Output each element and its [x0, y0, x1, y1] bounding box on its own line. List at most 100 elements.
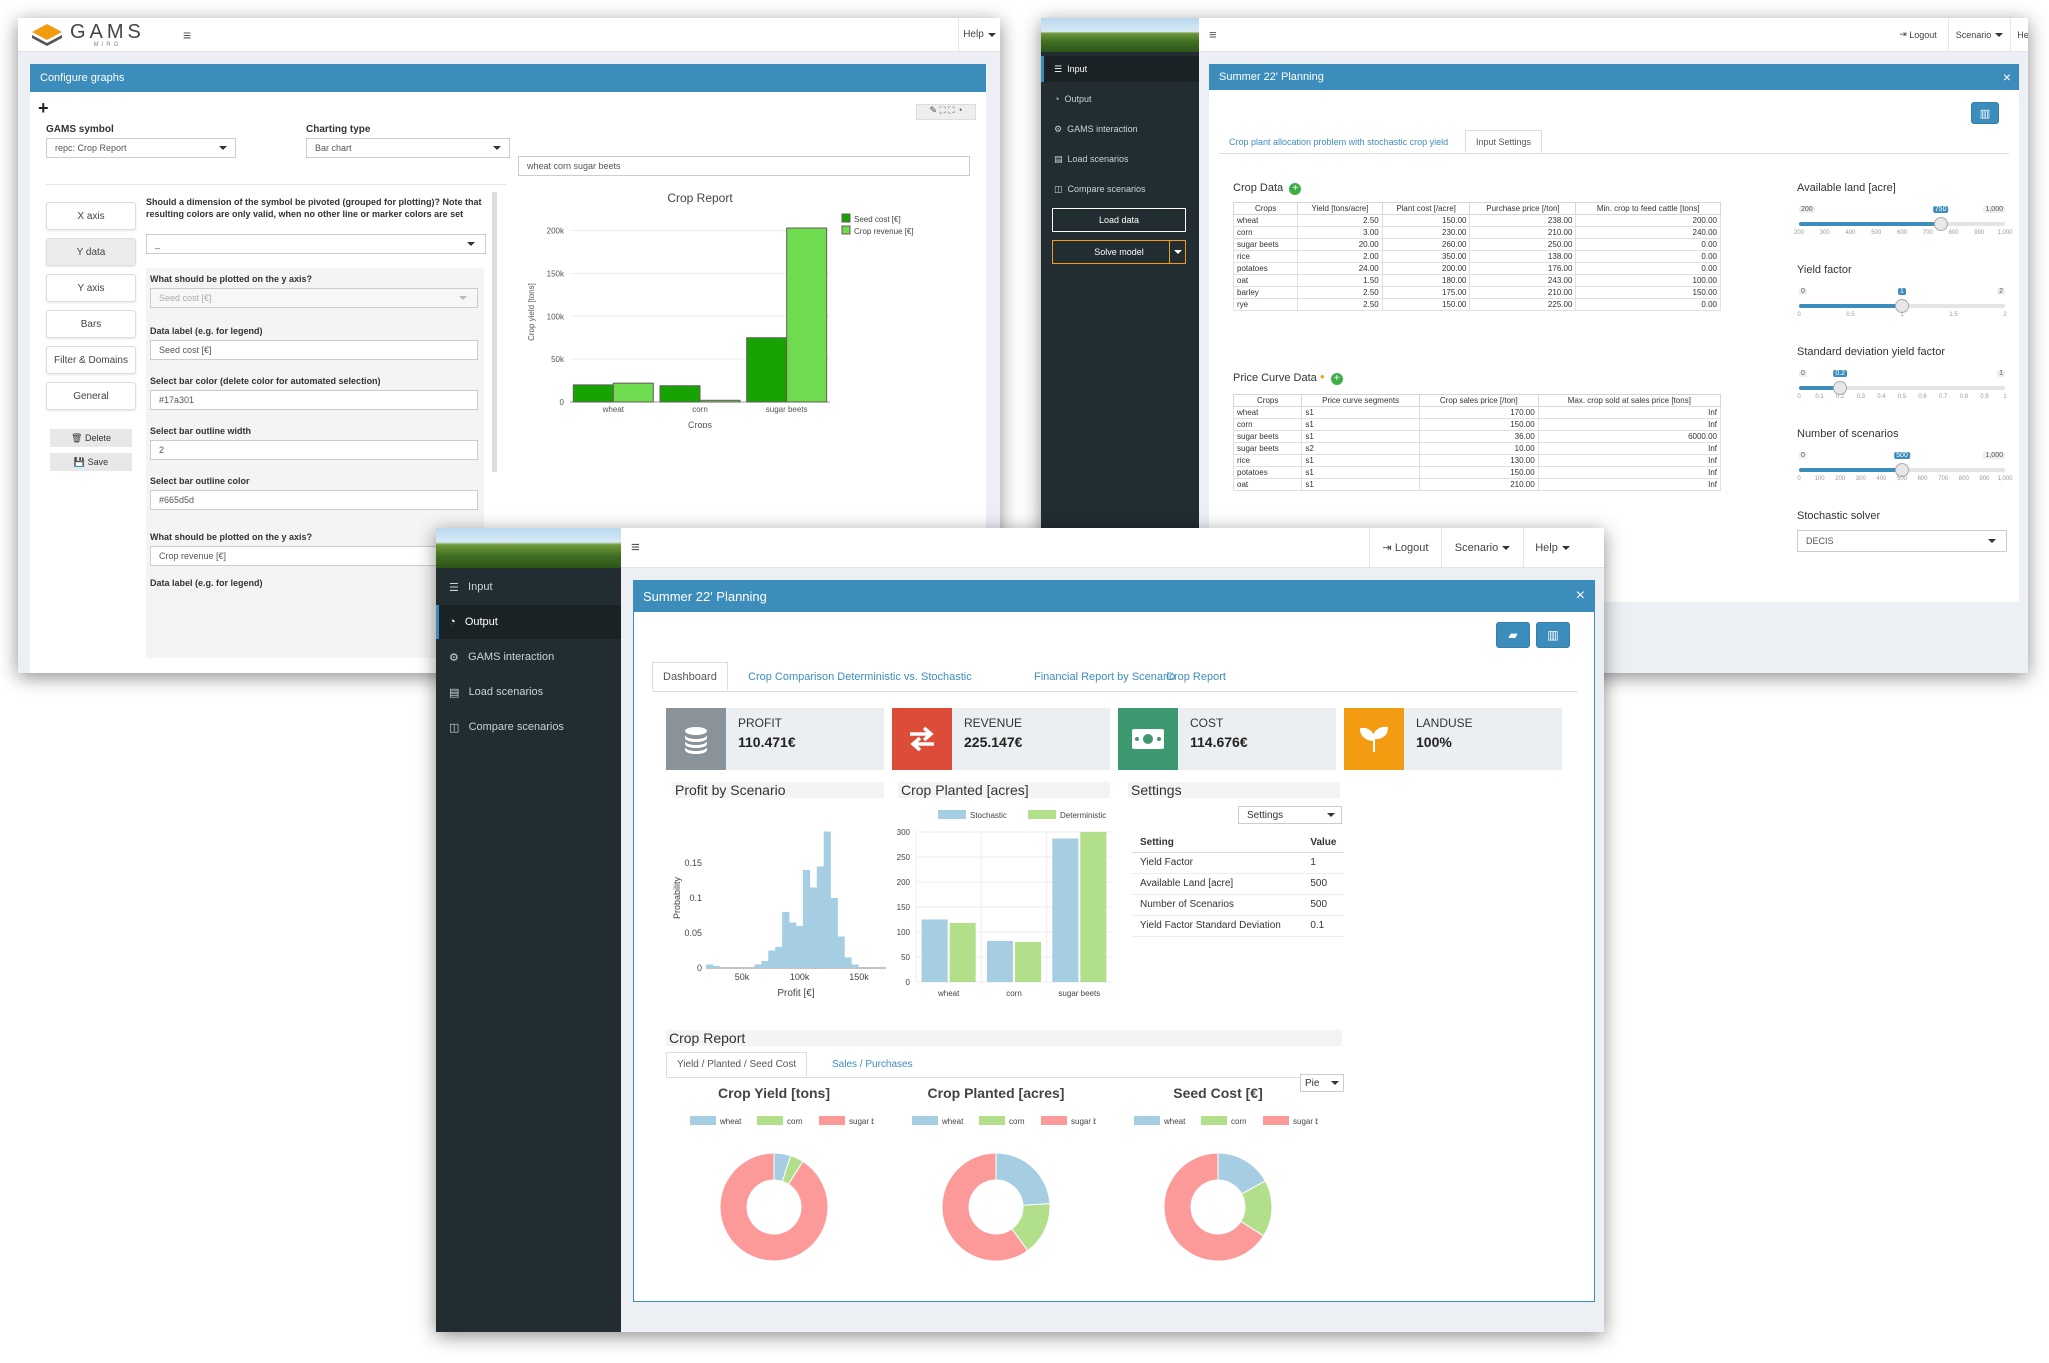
- table-cell[interactable]: rice: [1232, 250, 1299, 263]
- close-icon[interactable]: ×: [1575, 587, 1585, 604]
- column-header[interactable]: Plant cost [/acre]: [1381, 202, 1471, 215]
- sidebar-item-output[interactable]: ◔ Output: [1054, 94, 1092, 104]
- table-cell[interactable]: sugar beets: [1232, 442, 1303, 455]
- scenario-menu[interactable]: Scenario: [1948, 18, 2010, 51]
- open-folder-button[interactable]: ▰: [1496, 622, 1530, 648]
- tab-y-data[interactable]: Y data: [46, 238, 136, 266]
- table-row[interactable]: oat s1 210.00 Inf: [1232, 478, 1722, 491]
- column-header[interactable]: Min. crop to feed cattle [tons]: [1575, 202, 1721, 215]
- save-button[interactable]: 💾 Save: [50, 453, 132, 471]
- table-cell[interactable]: Inf: [1537, 442, 1722, 455]
- scenario-menu[interactable]: Scenario: [1441, 528, 1523, 567]
- table-cell[interactable]: 6000.00: [1537, 430, 1722, 443]
- table-cell[interactable]: s1: [1301, 478, 1420, 491]
- gams-symbol-select[interactable]: repc: Crop Report: [46, 138, 236, 158]
- table-cell[interactable]: 150.00: [1418, 466, 1539, 479]
- table-cell[interactable]: 243.00: [1469, 274, 1577, 287]
- sidebar-item-load-scenarios[interactable]: ▤ Load scenarios: [449, 686, 544, 699]
- filter-tags-input[interactable]: wheat corn sugar beets: [518, 156, 970, 176]
- tab-filter-domains[interactable]: Filter & Domains: [46, 346, 136, 374]
- close-icon[interactable]: ×: [2002, 69, 2011, 85]
- table-cell[interactable]: corn: [1232, 226, 1299, 239]
- yield-factor-slider[interactable]: 0 2 1 0 0.5 1 1.5 2: [1797, 288, 2007, 322]
- table-cell[interactable]: 0.00: [1575, 250, 1721, 263]
- column-header[interactable]: Purchase price [/ton]: [1469, 202, 1577, 215]
- table-cell[interactable]: oat: [1232, 478, 1303, 491]
- pivot-select[interactable]: _: [146, 234, 486, 254]
- table-cell[interactable]: Inf: [1537, 406, 1722, 419]
- sidebar-item-gams-interaction[interactable]: ⚙ GAMS interaction: [449, 651, 555, 664]
- table-row[interactable]: potatoes 24.00 200.00 176.00 0.00: [1232, 262, 1721, 275]
- table-cell[interactable]: wheat: [1232, 406, 1303, 419]
- table-row[interactable]: corn 3.00 230.00 210.00 240.00: [1232, 226, 1721, 239]
- table-cell[interactable]: rice: [1232, 454, 1303, 467]
- table-cell[interactable]: s1: [1301, 406, 1420, 419]
- table-row[interactable]: sugar beets s1 36.00 6000.00: [1232, 430, 1722, 443]
- table-cell[interactable]: 230.00: [1381, 226, 1471, 239]
- table-cell[interactable]: 10.00: [1418, 442, 1539, 455]
- tab-crop-report[interactable]: Crop Report: [1156, 662, 1236, 691]
- table-cell[interactable]: 350.00: [1381, 250, 1471, 263]
- tab-y-axis[interactable]: Y axis: [46, 274, 136, 302]
- table-cell[interactable]: s1: [1301, 418, 1420, 431]
- slider-handle[interactable]: [1895, 299, 1909, 313]
- table-cell[interactable]: 24.00: [1297, 262, 1383, 275]
- table-cell[interactable]: Inf: [1537, 418, 1722, 431]
- solver-select[interactable]: DECIS: [1797, 530, 2007, 552]
- table-cell[interactable]: 210.00: [1418, 478, 1539, 491]
- hamburger-icon[interactable]: ≡: [631, 539, 640, 556]
- tab-x-axis[interactable]: X axis: [46, 202, 136, 230]
- table-cell[interactable]: 176.00: [1469, 262, 1577, 275]
- table-row[interactable]: rice s1 130.00 Inf: [1232, 454, 1722, 467]
- num-scenarios-slider[interactable]: 0 1,000 500 0 100 200 300 400 500 600 700 800 900 1,0…: [1797, 452, 2013, 486]
- table-cell[interactable]: 2.50: [1297, 298, 1383, 311]
- table-cell[interactable]: 0.00: [1575, 298, 1721, 311]
- table-row[interactable]: potatoes s1 150.00 Inf: [1232, 466, 1722, 479]
- y-data-select[interactable]: Seed cost [€]: [150, 288, 478, 308]
- logout-button[interactable]: ⇥ Logout: [1369, 528, 1441, 567]
- table-cell[interactable]: sugar beets: [1232, 430, 1303, 443]
- table-cell[interactable]: 250.00: [1469, 238, 1577, 251]
- table-row[interactable]: rice 2.00 350.00 138.00 0.00: [1232, 250, 1721, 263]
- load-data-button[interactable]: Load data: [1052, 208, 1186, 232]
- table-cell[interactable]: potatoes: [1232, 466, 1303, 479]
- table-cell[interactable]: 138.00: [1469, 250, 1577, 263]
- add-icon[interactable]: +: [38, 98, 49, 118]
- available-land-slider[interactable]: 200 1,000 750 200 300 400 500 600 700 800 900 1,000: [1794, 206, 2013, 240]
- hamburger-icon[interactable]: ≡: [183, 27, 192, 43]
- tab-general[interactable]: General: [46, 382, 136, 410]
- table-cell[interactable]: 210.00: [1469, 226, 1577, 239]
- sidebar-item-output[interactable]: ◔ Output: [436, 605, 621, 639]
- sidebar-item-gams-interaction[interactable]: ⚙ GAMS interaction: [1054, 123, 1138, 135]
- table-row[interactable]: wheat s1 170.00 Inf: [1232, 406, 1722, 419]
- table-cell[interactable]: 210.00: [1469, 286, 1577, 299]
- table-cell[interactable]: Inf: [1537, 478, 1722, 491]
- table-row[interactable]: rye 2.50 150.00 225.00 0.00: [1232, 298, 1721, 311]
- sidebar-item-compare-scenarios[interactable]: ◫ Compare scenarios: [449, 721, 564, 734]
- table-cell[interactable]: potatoes: [1232, 262, 1299, 275]
- column-header[interactable]: Max. crop sold at sales price [tons]: [1537, 394, 1722, 407]
- slider-handle[interactable]: [1895, 463, 1909, 477]
- table-cell[interactable]: 20.00: [1297, 238, 1383, 251]
- std-dev-slider[interactable]: 0 1 0.2 0 0.1 0.2 0.3 0.4 0.5 0.6 0.7 0.8 0.9 1: [1797, 370, 2007, 404]
- table-cell[interactable]: 36.00: [1418, 430, 1539, 443]
- y-data-select-2[interactable]: Crop revenue [€]: [150, 546, 478, 566]
- table-cell[interactable]: 3.00: [1297, 226, 1383, 239]
- table-row[interactable]: sugar beets 20.00 260.00 250.00 0.00: [1232, 238, 1721, 251]
- table-cell[interactable]: 2.50: [1297, 214, 1383, 227]
- sidebar-item-compare-scenarios[interactable]: ◫ Compare scenarios: [1054, 183, 1146, 195]
- delete-button[interactable]: 🗑 Delete: [50, 429, 132, 447]
- outline-width-input[interactable]: 2: [150, 440, 478, 460]
- column-header[interactable]: Crop sales price [/ton]: [1418, 394, 1539, 407]
- table-cell[interactable]: 200.00: [1381, 262, 1471, 275]
- sidebar-item-input[interactable]: ☰ Input: [1041, 56, 1199, 82]
- config-scrollbar[interactable]: [492, 192, 497, 472]
- column-header[interactable]: Price curve segments: [1301, 394, 1420, 407]
- chart-toolbar[interactable]: ✎ ⛶ ⛶ ◔: [916, 104, 976, 120]
- table-row[interactable]: oat 1.50 180.00 243.00 100.00: [1232, 274, 1721, 287]
- slider-handle[interactable]: [1833, 381, 1848, 395]
- charting-type-select[interactable]: Bar chart: [306, 138, 510, 158]
- table-cell[interactable]: Inf: [1537, 454, 1722, 467]
- table-cell[interactable]: 2.00: [1297, 250, 1383, 263]
- table-cell[interactable]: 200.00: [1575, 214, 1721, 227]
